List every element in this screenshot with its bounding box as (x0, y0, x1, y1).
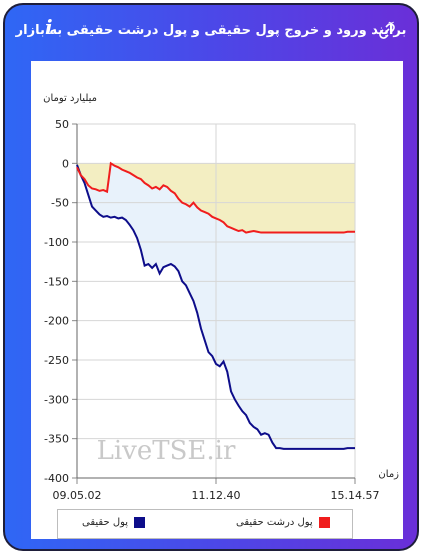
chart-panel: 50 0 -50 -100 -150 -200 -250 -300 -350 -400 09.05.… (31, 61, 403, 539)
legend-item-big[interactable]: پول درشت حقیقی (236, 517, 330, 528)
series-line-real (76, 164, 355, 450)
series-line-big (76, 161, 355, 234)
legend: پول درشت حقیقی پول حقیقی (57, 509, 353, 539)
y-axis-label: میلیارد تومان (43, 93, 97, 104)
x-tick-label: 09.05.02 (53, 489, 102, 502)
chart-card: برآیند ورود و خروج پول حقیقی و پول درشت … (3, 3, 419, 551)
y-tick-label: -350 (44, 433, 69, 446)
legend-swatch-big (318, 517, 330, 528)
x-axis-label: زمان (378, 469, 399, 480)
y-tick-label: -250 (44, 354, 69, 367)
y-tick-label: 0 (62, 157, 69, 170)
x-tick-label: 15.14.57 (331, 489, 380, 502)
chart-title: برآیند ورود و خروج پول حقیقی و پول درشت … (15, 22, 407, 38)
link-icon[interactable] (379, 23, 395, 39)
y-tick-label: -50 (51, 197, 69, 210)
x-tick-label: 11.12.40 (192, 489, 241, 502)
legend-label-real: پول حقیقی (82, 517, 129, 528)
y-tick-label: -150 (44, 275, 69, 288)
info-icon[interactable]: i (45, 15, 53, 39)
watermark: LiveTSE.ir (97, 436, 236, 466)
y-tick-label: -100 (44, 236, 69, 249)
legend-label-big: پول درشت حقیقی (236, 517, 313, 528)
y-tick-label: 50 (55, 118, 69, 131)
legend-item-real[interactable]: پول حقیقی (82, 517, 146, 528)
y-tick-label: -200 (44, 315, 69, 328)
y-tick-label: -300 (44, 393, 69, 406)
chart-svg: 50 0 -50 -100 -150 -200 -250 -300 -350 -400 09.05.… (43, 93, 399, 502)
title-bar: برآیند ورود و خروج پول حقیقی و پول درشت … (5, 5, 417, 55)
legend-swatch-real (134, 517, 146, 528)
y-tick-label: -400 (44, 472, 69, 485)
